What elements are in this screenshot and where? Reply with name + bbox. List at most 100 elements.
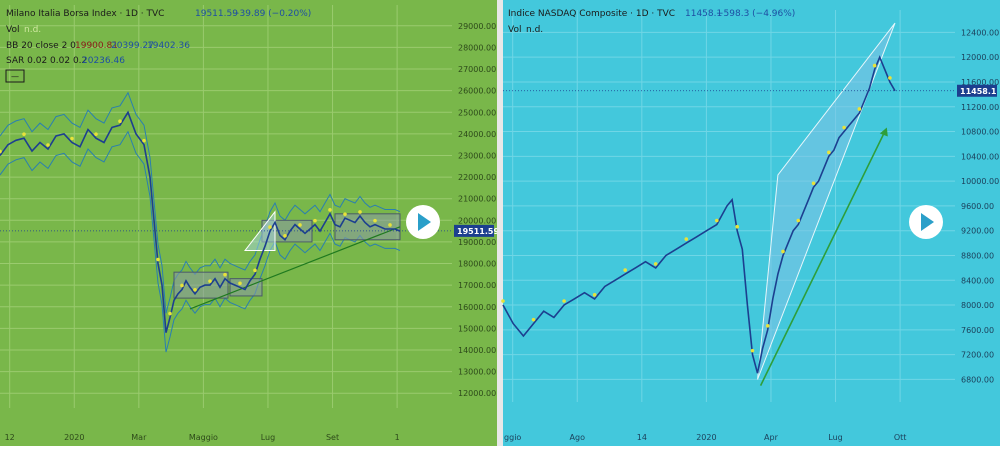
- signal-marker: [811, 181, 816, 186]
- signal-marker: [653, 262, 658, 266]
- y-tick-label: 11600.00: [961, 78, 999, 87]
- signal-marker: [70, 136, 74, 141]
- signal-marker: [118, 119, 122, 124]
- x-tick-label: Ago: [570, 433, 586, 442]
- x-tick-label: Lug: [261, 433, 275, 442]
- left-title: Milano Italia Borsa Index · 1D · TVC: [6, 9, 164, 19]
- last-price-label: 19511.59: [457, 227, 499, 236]
- right-price: 11458.1: [685, 9, 722, 19]
- y-tick-label: 6800.00: [961, 375, 994, 384]
- signal-marker: [501, 299, 505, 303]
- right-chart-panel: 6800.00 7200.00 7600.00 8000.00 8400.00 8800.…: [501, 0, 1000, 446]
- signal-marker: [796, 218, 801, 223]
- signal-marker: [781, 249, 785, 254]
- y-tick-label: 7200.00: [961, 351, 994, 360]
- y-tick-label: 12400.00: [961, 28, 999, 37]
- x-tick-label: Ott: [894, 433, 907, 442]
- x-tick-label: Mar: [131, 433, 147, 442]
- right-play-button[interactable]: [909, 205, 943, 239]
- last-price-badge: [454, 224, 494, 237]
- price-line: [0, 110, 401, 333]
- right-price-series: [501, 55, 955, 374]
- y-tick-label: 12000.00: [458, 389, 496, 398]
- signal-marker: [180, 283, 184, 288]
- left-bb-value-2: 20399.27: [111, 41, 154, 51]
- x-tick-label: ggio: [504, 433, 521, 442]
- signal-marker: [343, 212, 347, 216]
- x-tick-label: Apr: [764, 433, 779, 442]
- left-legend: Milano Italia Borsa Index · 1D · TVC 195…: [5, 9, 311, 83]
- x-tick-label: Maggio: [189, 433, 218, 442]
- right-drawings: [757, 22, 896, 386]
- signal-marker: [223, 272, 227, 277]
- left-price-series: [0, 110, 452, 333]
- x-tick-label: Lug: [828, 433, 842, 442]
- left-change: −39.89 (−0.20%): [232, 9, 311, 19]
- right-change: −598.3 (−4.96%): [716, 9, 795, 19]
- signal-marker: [765, 324, 770, 328]
- signal-marker: [715, 218, 719, 223]
- y-tick-label: 7600.00: [961, 326, 994, 335]
- y-tick-label: 10800.00: [961, 128, 999, 137]
- left-bb-value-1: 19900.81: [75, 41, 118, 51]
- signal-marker: [94, 132, 98, 136]
- left-time-axis: 12 2020 Mar Maggio Lug Set 1: [5, 433, 400, 442]
- y-tick-label: 19000.00: [458, 238, 496, 247]
- left-sar-label: SAR 0.02 0.02 0.2: [6, 56, 87, 66]
- signal-marker: [827, 150, 831, 155]
- signal-marker: [22, 132, 26, 136]
- right-gridlines: [503, 10, 955, 402]
- play-icon: [921, 213, 934, 231]
- y-tick-label: 8800.00: [961, 251, 994, 260]
- rising-triangle: [757, 22, 896, 380]
- signal-marker: [592, 293, 597, 297]
- y-tick-label: 9600.00: [961, 202, 994, 211]
- signal-marker: [857, 107, 862, 111]
- y-tick-label: 27000.00: [458, 65, 496, 74]
- y-tick-label: 28000.00: [458, 43, 496, 52]
- y-tick-label: 29000.00: [458, 22, 496, 31]
- y-tick-label: 10000.00: [961, 177, 999, 186]
- signal-marker: [168, 311, 172, 316]
- signal-marker: [684, 237, 689, 241]
- y-tick-label: 11200.00: [961, 103, 999, 112]
- y-tick-label: 21000.00: [458, 195, 496, 204]
- signal-marker: [46, 143, 50, 147]
- legend-collapse-button[interactable]: [5, 69, 25, 83]
- y-tick-label: 12000.00: [961, 53, 999, 62]
- right-vol-value: n.d.: [526, 25, 543, 35]
- signal-marker: [156, 257, 160, 262]
- signal-marker: [623, 268, 627, 272]
- signal-marker: [562, 299, 566, 303]
- x-tick-label: 12: [5, 433, 15, 442]
- signal-marker: [0, 149, 2, 154]
- left-gridlines: [0, 5, 452, 408]
- x-tick-label: 2020: [696, 433, 716, 442]
- signal-marker: [268, 225, 272, 229]
- y-tick-label: 14000.00: [458, 346, 496, 355]
- left-chart-panel: 12000.00 13000.00 14000.00 15000.00 16000.00…: [0, 0, 499, 446]
- last-price-label: 11458.1: [960, 87, 997, 96]
- y-tick-label: 16000.00: [458, 303, 496, 312]
- bollinger-upper-band: [0, 91, 401, 314]
- left-bb-label: BB 20 close 2 0: [6, 41, 76, 51]
- y-tick-label: 9200.00: [961, 227, 994, 236]
- y-tick-label: 10400.00: [961, 152, 999, 161]
- signal-marker: [872, 63, 877, 68]
- signal-marker: [888, 76, 892, 80]
- signal-marker: [531, 317, 536, 322]
- price-line: [502, 55, 896, 374]
- signal-marker: [735, 224, 739, 229]
- left-price: 19511.59: [195, 9, 238, 19]
- signal-marker: [253, 268, 257, 273]
- signal-marker: [298, 223, 302, 227]
- left-play-button[interactable]: [406, 205, 440, 239]
- left-bb-value-3: 19402.36: [147, 41, 190, 51]
- signal-marker: [750, 348, 755, 353]
- right-vol-label: Vol: [508, 25, 521, 35]
- y-tick-label: 18000.00: [458, 260, 496, 269]
- right-legend: Indice NASDAQ Composite · 1D · TVC 11458…: [508, 9, 795, 35]
- y-tick-label: 8400.00: [961, 276, 994, 285]
